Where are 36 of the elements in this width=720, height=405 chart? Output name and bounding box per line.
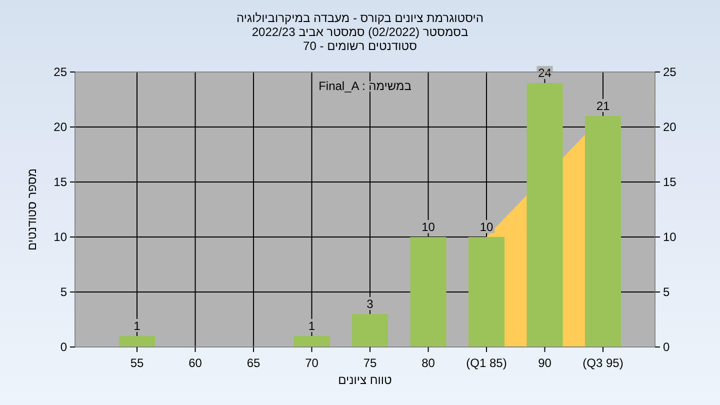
data-label: 10: [422, 220, 436, 234]
x-tick-label: 75: [363, 356, 377, 370]
x-tick-label: 80: [422, 356, 436, 370]
x-tick-label: 65: [246, 356, 260, 370]
data-label: 10: [480, 220, 494, 234]
x-tick-label: 55: [130, 356, 144, 370]
y2-tick-label: 15: [663, 175, 677, 189]
chart-subtitle: בסמסטר (02/2022) סמסטר אביב 2022/23 סטודנטים רשומים - 70: [252, 25, 468, 53]
y-tick-label: 5: [60, 285, 68, 299]
y2-tick-label: 0: [663, 340, 670, 354]
bar: [468, 237, 504, 347]
bar: [294, 336, 330, 347]
data-label: 1: [308, 319, 316, 333]
bar: [352, 314, 388, 347]
y-tick-label: 10: [54, 230, 68, 244]
x-tick-label: (Q3 95): [582, 356, 624, 370]
y-tick-label: 0: [60, 340, 68, 354]
y-tick-label: 25: [54, 65, 68, 79]
data-label: 1: [134, 319, 141, 333]
bar: [119, 336, 155, 347]
data-label: 3: [366, 297, 374, 311]
y-tick-label: 20: [54, 120, 68, 134]
y-axis-title: מספר סטודנטים: [25, 168, 39, 251]
y-tick-label: 15: [54, 175, 68, 189]
y2-tick-label: 25: [663, 65, 677, 79]
y2-tick-label: 5: [663, 285, 670, 299]
x-tick-label: 90: [538, 356, 552, 370]
x-axis-title: טווח ציונים: [338, 373, 392, 387]
data-label: 21: [596, 99, 610, 113]
x-tick-label: 60: [188, 356, 202, 370]
bar: [410, 237, 446, 347]
y2-tick-label: 20: [663, 120, 677, 134]
y2-tick-label: 10: [663, 230, 677, 244]
chart-title: היסטוגרמת ציונים בקורס - מעבדה במיקרוביולוגיה: [236, 11, 484, 25]
x-tick-label: (Q1 85): [466, 356, 507, 370]
x-tick-label: 70: [305, 356, 319, 370]
